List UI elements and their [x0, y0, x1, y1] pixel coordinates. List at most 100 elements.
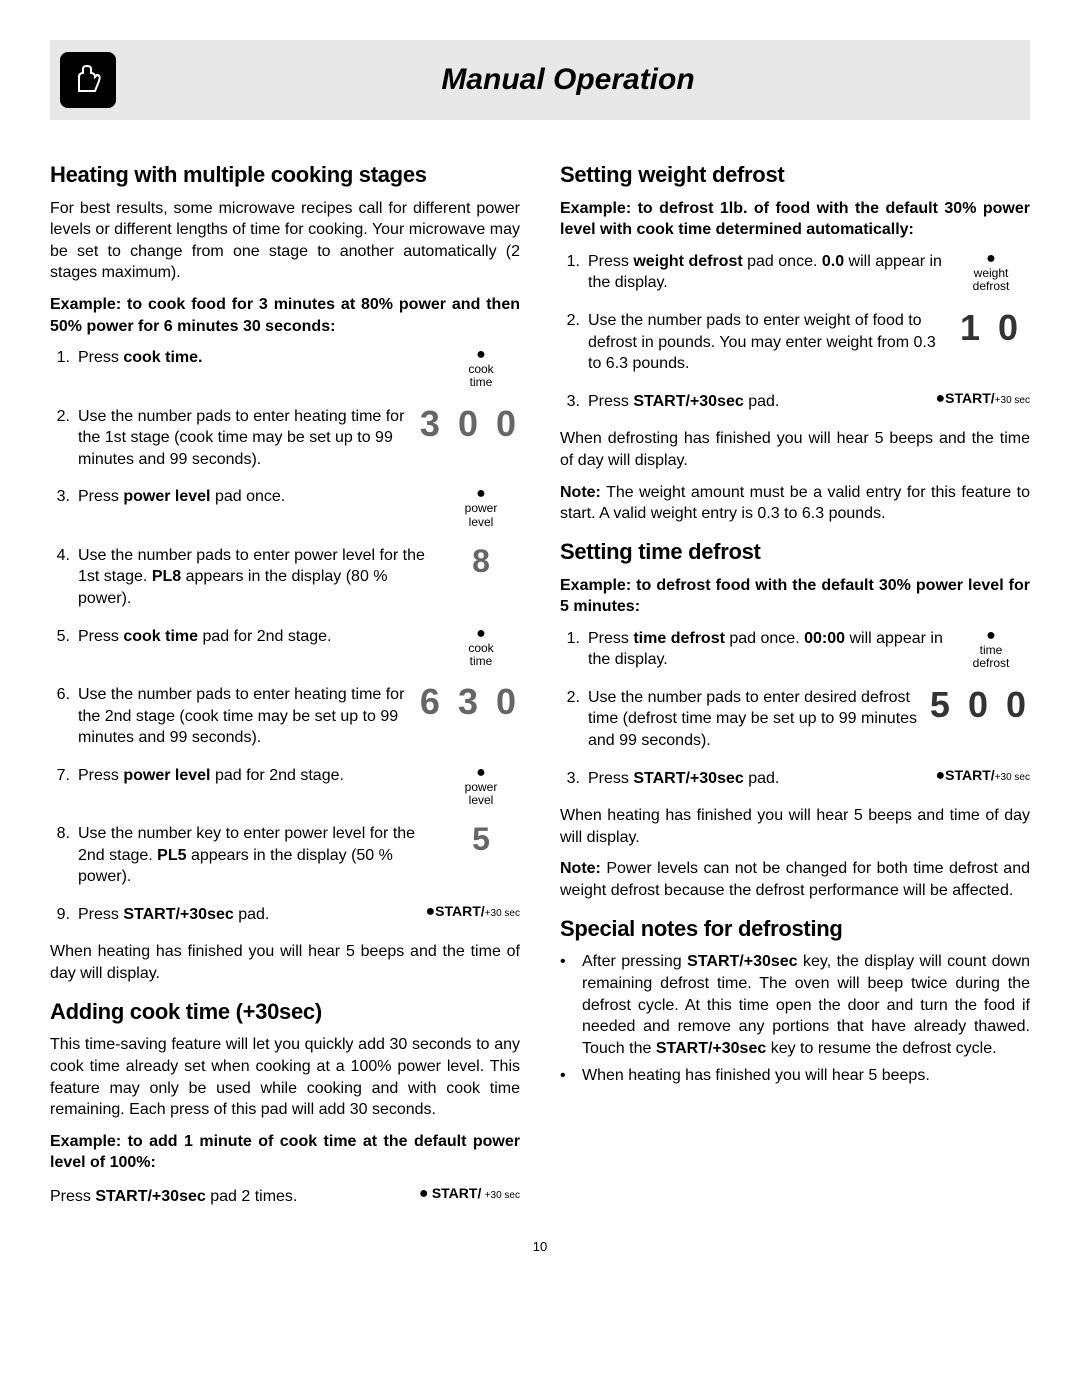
step-text: Use the number pads to enter power level… [78, 545, 434, 610]
step-item: 4. Use the number pads to enter power lev… [50, 545, 520, 610]
example-time: Example: to defrost food with the defaul… [560, 575, 1030, 618]
step-text: Press cook time pad for 2nd stage. [78, 626, 434, 648]
note-weight: Note: The weight amount must be a valid … [560, 482, 1030, 525]
heading-multi-stage: Heating with multiple cooking stages [50, 160, 520, 190]
pad-dot: ● [419, 1185, 429, 1202]
steps-weight: 1. Press weight defrost pad once. 0.0 wil… [560, 251, 1030, 413]
page-title: Manual Operation [116, 60, 1020, 101]
step-item: 3. Press START/+30sec pad. ●START/+30 sec [560, 391, 1030, 413]
step-side-indicator: ●powerlevel [442, 486, 520, 528]
step-number: 1. [560, 628, 580, 650]
text-bold: START/+30sec [95, 1188, 205, 1205]
step-item: 9. Press START/+30sec pad. ●START/+30 sec [50, 904, 520, 926]
step-item: 2. Use the number pads to enter heating t… [50, 406, 520, 471]
step-side-indicator: ●cooktime [442, 347, 520, 389]
step-text: Press cook time. [78, 347, 434, 369]
step-text: Use the number pads to enter heating tim… [78, 406, 412, 471]
step-text: Press power level pad for 2nd stage. [78, 765, 434, 787]
press-twice-row: Press START/+30sec pad 2 times. ● START/… [50, 1186, 520, 1208]
step-side-indicator: 6 3 0 [420, 684, 520, 720]
step-number: 3. [560, 768, 580, 790]
bullet-item: When heating has finished you will hear … [560, 1065, 1030, 1087]
step-side-indicator: ●timedefrost [952, 628, 1030, 670]
step-item: 1. Press time defrost pad once. 00:00 wil… [560, 628, 1030, 671]
content-columns: Heating with multiple cooking stages For… [50, 148, 1030, 1208]
example-add30: Example: to add 1 minute of cook time at… [50, 1131, 520, 1174]
step-side-indicator: ●cooktime [442, 626, 520, 668]
step-number: 6. [50, 684, 70, 706]
heading-special-notes: Special notes for defrosting [560, 914, 1030, 944]
note-time: Note: Power levels can not be changed fo… [560, 858, 1030, 901]
note-text: Power levels can not be changed for both… [560, 860, 1030, 899]
step-text: Press time defrost pad once. 00:00 will … [588, 628, 944, 671]
note-text: The weight amount must be a valid entry … [560, 484, 1030, 523]
step-item: 7. Press power level pad for 2nd stage. ●p… [50, 765, 520, 807]
step-side-indicator: 5 [442, 823, 520, 855]
note-label: Note: [560, 860, 601, 877]
header-band: Manual Operation [50, 40, 1030, 120]
step-number: 3. [560, 391, 580, 413]
step-number: 8. [50, 823, 70, 845]
step-text: Use the number pads to enter desired def… [588, 687, 922, 752]
step-number: 2. [50, 406, 70, 428]
step-side-indicator: ●START/+30 sec [936, 768, 1031, 784]
step-text: Press weight defrost pad once. 0.0 will … [588, 251, 944, 294]
step-item: 5. Press cook time pad for 2nd stage. ●coo… [50, 626, 520, 668]
step-side-indicator: ●START/+30 sec [426, 904, 521, 920]
step-item: 2. Use the number pads to enter desired d… [560, 687, 1030, 752]
add30-desc: This time-saving feature will let you qu… [50, 1034, 520, 1120]
heading-time-defrost: Setting time defrost [560, 537, 1030, 567]
step-item: 6. Use the number pads to enter heating t… [50, 684, 520, 749]
hand-icon [69, 61, 107, 99]
step-side-indicator: 1 0 [952, 310, 1030, 346]
text: pad 2 times. [206, 1188, 298, 1205]
bullet-item: After pressing START/+30sec key, the dis… [560, 951, 1030, 1059]
step-text: Press START/+30sec pad. [588, 768, 928, 790]
step-item: 1.Press cook time.●cooktime [50, 347, 520, 389]
after-weight: When defrosting has finished you will he… [560, 428, 1030, 471]
note-label: Note: [560, 484, 601, 501]
step-side-indicator: 5 0 0 [930, 687, 1030, 723]
manual-icon [60, 52, 116, 108]
start-label: START/ [432, 1185, 482, 1201]
step-text: Use the number key to enter power level … [78, 823, 434, 888]
step-item: 3. Press power level pad once. ●powerlevel [50, 486, 520, 528]
press-twice-text: Press START/+30sec pad 2 times. [50, 1186, 411, 1208]
step-number: 5. [50, 626, 70, 648]
step-text: Use the number pads to enter heating tim… [78, 684, 412, 749]
step-side-indicator: 8 [442, 545, 520, 577]
step-text: Press power level pad once. [78, 486, 434, 508]
step-side-indicator: ●START/+30 sec [936, 391, 1031, 407]
bullets-list: After pressing START/+30sec key, the dis… [560, 951, 1030, 1087]
example-weight: Example: to defrost 1lb. of food with th… [560, 198, 1030, 241]
step-item: 8. Use the number key to enter power leve… [50, 823, 520, 888]
steps-list-1: 1.Press cook time.●cooktime2.Use the num… [50, 347, 520, 925]
text: Press [50, 1188, 95, 1205]
step-text: Press START/+30sec pad. [78, 904, 418, 926]
after-text: When heating has finished you will hear … [50, 941, 520, 984]
right-column: Setting weight defrost Example: to defro… [560, 148, 1030, 1208]
step-number: 4. [50, 545, 70, 567]
heading-add-cook-time: Adding cook time (+30sec) [50, 997, 520, 1027]
step-item: 2. Use the number pads to enter weight of… [560, 310, 1030, 375]
step-text: Use the number pads to enter weight of f… [588, 310, 944, 375]
step-number: 1. [560, 251, 580, 273]
step-number: 2. [560, 687, 580, 709]
step-number: 9. [50, 904, 70, 926]
step-item: 1. Press weight defrost pad once. 0.0 wil… [560, 251, 1030, 294]
page-number: 10 [50, 1238, 1030, 1256]
after-time: When heating has finished you will hear … [560, 805, 1030, 848]
start-sub: +30 sec [485, 1190, 520, 1201]
steps-time: 1. Press time defrost pad once. 00:00 wil… [560, 628, 1030, 790]
example-text: Example: to cook food for 3 minutes at 8… [50, 294, 520, 337]
heading-weight-defrost: Setting weight defrost [560, 160, 1030, 190]
step-item: 3. Press START/+30sec pad. ●START/+30 sec [560, 768, 1030, 790]
step-number: 3. [50, 486, 70, 508]
step-number: 2. [560, 310, 580, 332]
step-text: Press START/+30sec pad. [588, 391, 928, 413]
intro-text: For best results, some microwave recipes… [50, 198, 520, 284]
left-column: Heating with multiple cooking stages For… [50, 148, 520, 1208]
step-number: 7. [50, 765, 70, 787]
step-side-indicator: 3 0 0 [420, 406, 520, 442]
step-side-indicator: ●powerlevel [442, 765, 520, 807]
